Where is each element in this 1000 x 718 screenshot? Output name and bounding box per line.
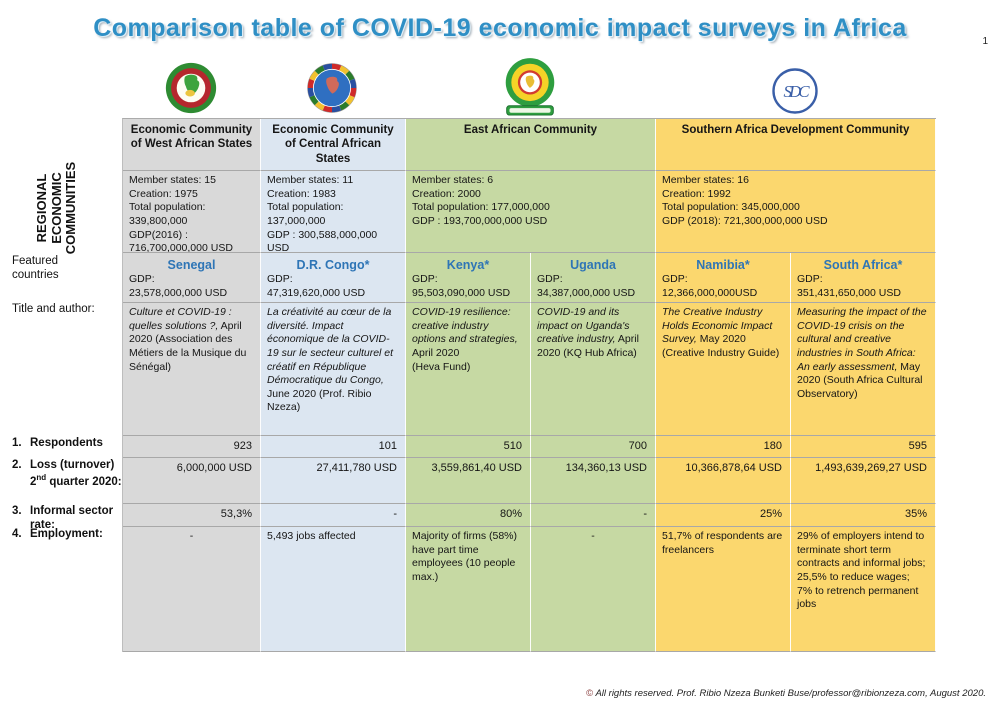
country-cell-uganda: Uganda GDP: 34,387,000,000 USD xyxy=(531,253,656,303)
country-name: South Africa* xyxy=(823,258,903,272)
country-gdp: GDP: 34,387,000,000 USD xyxy=(537,273,636,299)
row2-label-pre: Loss (turnover) 2 xyxy=(30,459,115,488)
loss-senegal: 6,000,000 USD xyxy=(123,458,261,504)
rec-header-sadc: Southern Africa Development Community xyxy=(656,119,936,171)
loss-uganda: 134,360,13 USD xyxy=(531,458,656,504)
respondents-kenya: 510 xyxy=(406,436,531,458)
survey-title-rest: May 2020 (South Africa Cultural Observat… xyxy=(797,360,923,400)
employment-drcongo: 5,493 jobs affected xyxy=(261,527,406,652)
loss-namibia: 10,366,878,64 USD xyxy=(656,458,791,504)
survey-title-namibia: The Creative Industry Holds Economic Imp… xyxy=(656,303,791,436)
loss-kenya: 3,559,861,40 USD xyxy=(406,458,531,504)
informal-uganda: - xyxy=(531,504,656,527)
informal-drcongo: - xyxy=(261,504,406,527)
survey-title-senegal: Culture et COVID-19 : quelles solutions … xyxy=(123,303,261,436)
row3-number: 3. xyxy=(12,505,22,517)
respondents-southafrica: 595 xyxy=(791,436,936,458)
country-name: Senegal xyxy=(167,258,216,272)
page-number: 1 xyxy=(982,36,988,47)
survey-title-rest: June 2020 (Prof. Ribio Nzeza) xyxy=(267,387,372,414)
employment-uganda: - xyxy=(531,527,656,652)
rec-details-eac: Member states: 6 Creation: 2000 Total po… xyxy=(406,171,656,253)
country-name: Namibia* xyxy=(696,258,750,272)
survey-title-rest: April 2020 (Association des Métiers de l… xyxy=(129,319,247,373)
sadc-logo-icon: SDC xyxy=(772,68,818,114)
country-cell-kenya: Kenya* GDP: 95,503,090,000 USD xyxy=(406,253,531,303)
eac-logo-icon xyxy=(505,58,555,116)
survey-title-uganda: COVID-19 and its impact on Uganda's crea… xyxy=(531,303,656,436)
eccas-logo-icon xyxy=(307,63,357,113)
respondents-uganda: 700 xyxy=(531,436,656,458)
copyright-footer: © All rights reserved. Prof. Ribio Nzeza… xyxy=(586,688,986,699)
country-gdp: GDP: 95,503,090,000 USD xyxy=(412,273,511,299)
country-gdp: GDP: 47,319,620,000 USD xyxy=(267,273,366,299)
row2-label-sup: nd xyxy=(36,472,47,482)
respondents-drcongo: 101 xyxy=(261,436,406,458)
survey-title-drcongo: La créativité au cœur de la diversité. I… xyxy=(261,303,406,436)
survey-title-italic: Culture et COVID-19 : quelles solutions … xyxy=(129,306,232,332)
survey-title-southafrica: Measuring the impact of the COVID-19 cri… xyxy=(791,303,936,436)
survey-title-rest: April 2020 (Heva Fund) xyxy=(412,346,471,373)
country-gdp: GDP: 351,431,650,000 USD xyxy=(797,273,901,299)
country-cell-senegal: Senegal GDP: 23,578,000,000 USD xyxy=(123,253,261,303)
survey-title-rest: April 2020 (KQ Hub Africa) xyxy=(537,333,639,359)
row2-label-post: quarter 2020: xyxy=(46,475,122,488)
row2-number: 2. xyxy=(12,459,22,471)
respondents-senegal: 923 xyxy=(123,436,261,458)
rec-header-eac: East African Community xyxy=(406,119,656,171)
survey-title-italic: Measuring the impact of the COVID-19 cri… xyxy=(797,306,927,373)
informal-namibia: 25% xyxy=(656,504,791,527)
employment-kenya: Majority of firms (58%) have part time e… xyxy=(406,527,531,652)
rec-details-sadc: Member states: 16 Creation: 1992 Total p… xyxy=(656,171,936,253)
employment-senegal: - xyxy=(123,527,261,652)
row4-label: Employment: xyxy=(30,528,103,540)
rec-header-eccas: Economic Community of Central African St… xyxy=(261,119,406,171)
survey-title-italic: COVID-19 resilience: creative industry o… xyxy=(412,306,518,346)
rec-details-eccas: Member states: 11 Creation: 1983 Total p… xyxy=(261,171,406,253)
rec-details-ecowas: Member states: 15 Creation: 1975 Total p… xyxy=(123,171,261,253)
country-name: D.R. Congo* xyxy=(296,258,370,272)
featured-countries-label: Featured countries xyxy=(12,255,59,282)
informal-kenya: 80% xyxy=(406,504,531,527)
country-cell-southafrica: South Africa* GDP: 351,431,650,000 USD xyxy=(791,253,936,303)
survey-title-kenya: COVID-19 resilience: creative industry o… xyxy=(406,303,531,436)
row4-number: 4. xyxy=(12,528,22,540)
title-author-label: Title and author: xyxy=(12,303,95,315)
footer-text: All rights reserved. Prof. Ribio Nzeza B… xyxy=(593,688,986,699)
row1-label: Respondents xyxy=(30,437,103,449)
informal-senegal: 53,3% xyxy=(123,504,261,527)
svg-text:SDC: SDC xyxy=(783,82,810,101)
comparison-table: Economic Community of West African State… xyxy=(122,118,936,652)
survey-title-italic: The Creative Industry Holds Economic Imp… xyxy=(662,306,773,346)
country-name: Kenya* xyxy=(446,258,490,272)
survey-title-rest: May 2020 (Creative Industry Guide) xyxy=(662,333,780,359)
respondents-namibia: 180 xyxy=(656,436,791,458)
survey-title-italic: COVID-19 and its impact on Uganda's crea… xyxy=(537,306,630,346)
loss-drcongo: 27,411,780 USD xyxy=(261,458,406,504)
country-cell-drcongo: D.R. Congo* GDP: 47,319,620,000 USD xyxy=(261,253,406,303)
copyright-icon: © xyxy=(586,688,594,699)
page-title: Comparison table of COVID-19 economic im… xyxy=(93,14,907,42)
loss-southafrica: 1,493,639,269,27 USD xyxy=(791,458,936,504)
ecowas-logo-icon xyxy=(165,62,217,114)
informal-southafrica: 35% xyxy=(791,504,936,527)
row3-label: Informal sector rate: xyxy=(30,505,114,531)
employment-southafrica: 29% of employers intend to terminate sho… xyxy=(791,527,936,652)
country-name: Uganda xyxy=(570,258,616,272)
survey-title-italic: La créativité au cœur de la diversité. I… xyxy=(267,306,394,387)
row2-label: Loss (turnover) 2nd quarter 2020: xyxy=(30,459,122,489)
country-cell-namibia: Namibia* GDP: 12,366,000,000USD xyxy=(656,253,791,303)
country-gdp: GDP: 23,578,000,000 USD xyxy=(129,273,228,299)
row1-number: 1. xyxy=(12,437,22,449)
country-gdp: GDP: 12,366,000,000USD xyxy=(662,273,758,299)
rec-header-ecowas: Economic Community of West African State… xyxy=(123,119,261,171)
employment-namibia: 51,7% of respondents are freelancers xyxy=(656,527,791,652)
